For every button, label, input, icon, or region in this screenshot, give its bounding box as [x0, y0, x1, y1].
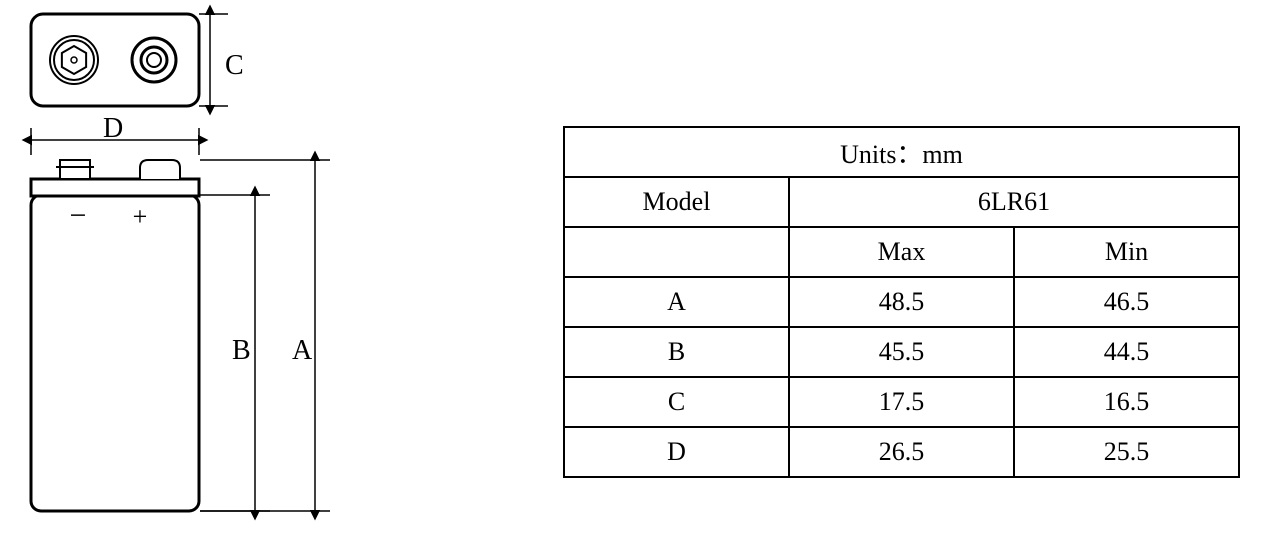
table-row: B 45.5 44.5	[564, 327, 1239, 377]
row-min: 46.5	[1014, 277, 1239, 327]
table-row-model: Model 6LR61	[564, 177, 1239, 227]
table-row: C 17.5 16.5	[564, 377, 1239, 427]
row-min: 44.5	[1014, 327, 1239, 377]
row-max: 48.5	[789, 277, 1014, 327]
table-row: D 26.5 25.5	[564, 427, 1239, 477]
col-max: Max	[789, 227, 1014, 277]
row-label: D	[564, 427, 789, 477]
row-min: 25.5	[1014, 427, 1239, 477]
row-max: 45.5	[789, 327, 1014, 377]
dim-label-b: B	[232, 335, 251, 367]
row-max: 17.5	[789, 377, 1014, 427]
col-blank	[564, 227, 789, 277]
dim-label-c: C	[225, 50, 244, 82]
model-label-cell: Model	[564, 177, 789, 227]
row-label: C	[564, 377, 789, 427]
dim-label-a: A	[292, 335, 312, 367]
model-value-cell: 6LR61	[789, 177, 1239, 227]
row-max: 26.5	[789, 427, 1014, 477]
row-min: 16.5	[1014, 377, 1239, 427]
table-row: A 48.5 46.5	[564, 277, 1239, 327]
battery-diagram: −+	[0, 0, 400, 536]
row-label: B	[564, 327, 789, 377]
spec-table: Units：mm Model 6LR61 Max Min A 48.5 46.5…	[563, 126, 1240, 478]
row-label: A	[564, 277, 789, 327]
page: −+ C D B A Units：mm Model 6LR61 Max Min …	[0, 0, 1280, 536]
table-row-units: Units：mm	[564, 127, 1239, 177]
table-row-headers: Max Min	[564, 227, 1239, 277]
col-min: Min	[1014, 227, 1239, 277]
svg-text:+: +	[133, 202, 148, 231]
svg-text:−: −	[70, 199, 87, 232]
units-cell: Units：mm	[564, 127, 1239, 177]
dim-label-d: D	[103, 113, 123, 145]
